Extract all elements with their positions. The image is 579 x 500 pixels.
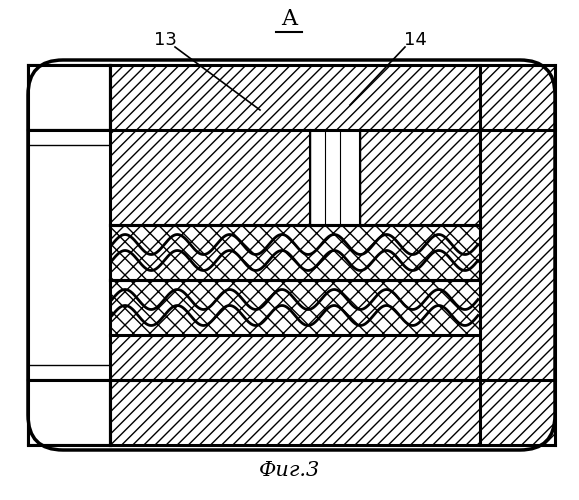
Bar [28,380,110,445]
Bar [110,65,480,130]
Bar [110,225,480,280]
Bar [110,130,480,225]
Bar [28,65,110,130]
Bar [28,130,110,380]
Bar [110,335,480,380]
Text: 13: 13 [153,31,177,49]
Bar [480,380,555,445]
Text: 14: 14 [404,31,427,49]
Bar [480,130,555,380]
Text: Фиг.3: Фиг.3 [258,461,320,480]
Bar [480,65,555,130]
Bar [110,380,480,445]
Bar [310,130,360,225]
Bar [110,280,480,335]
Text: A: A [281,8,297,30]
